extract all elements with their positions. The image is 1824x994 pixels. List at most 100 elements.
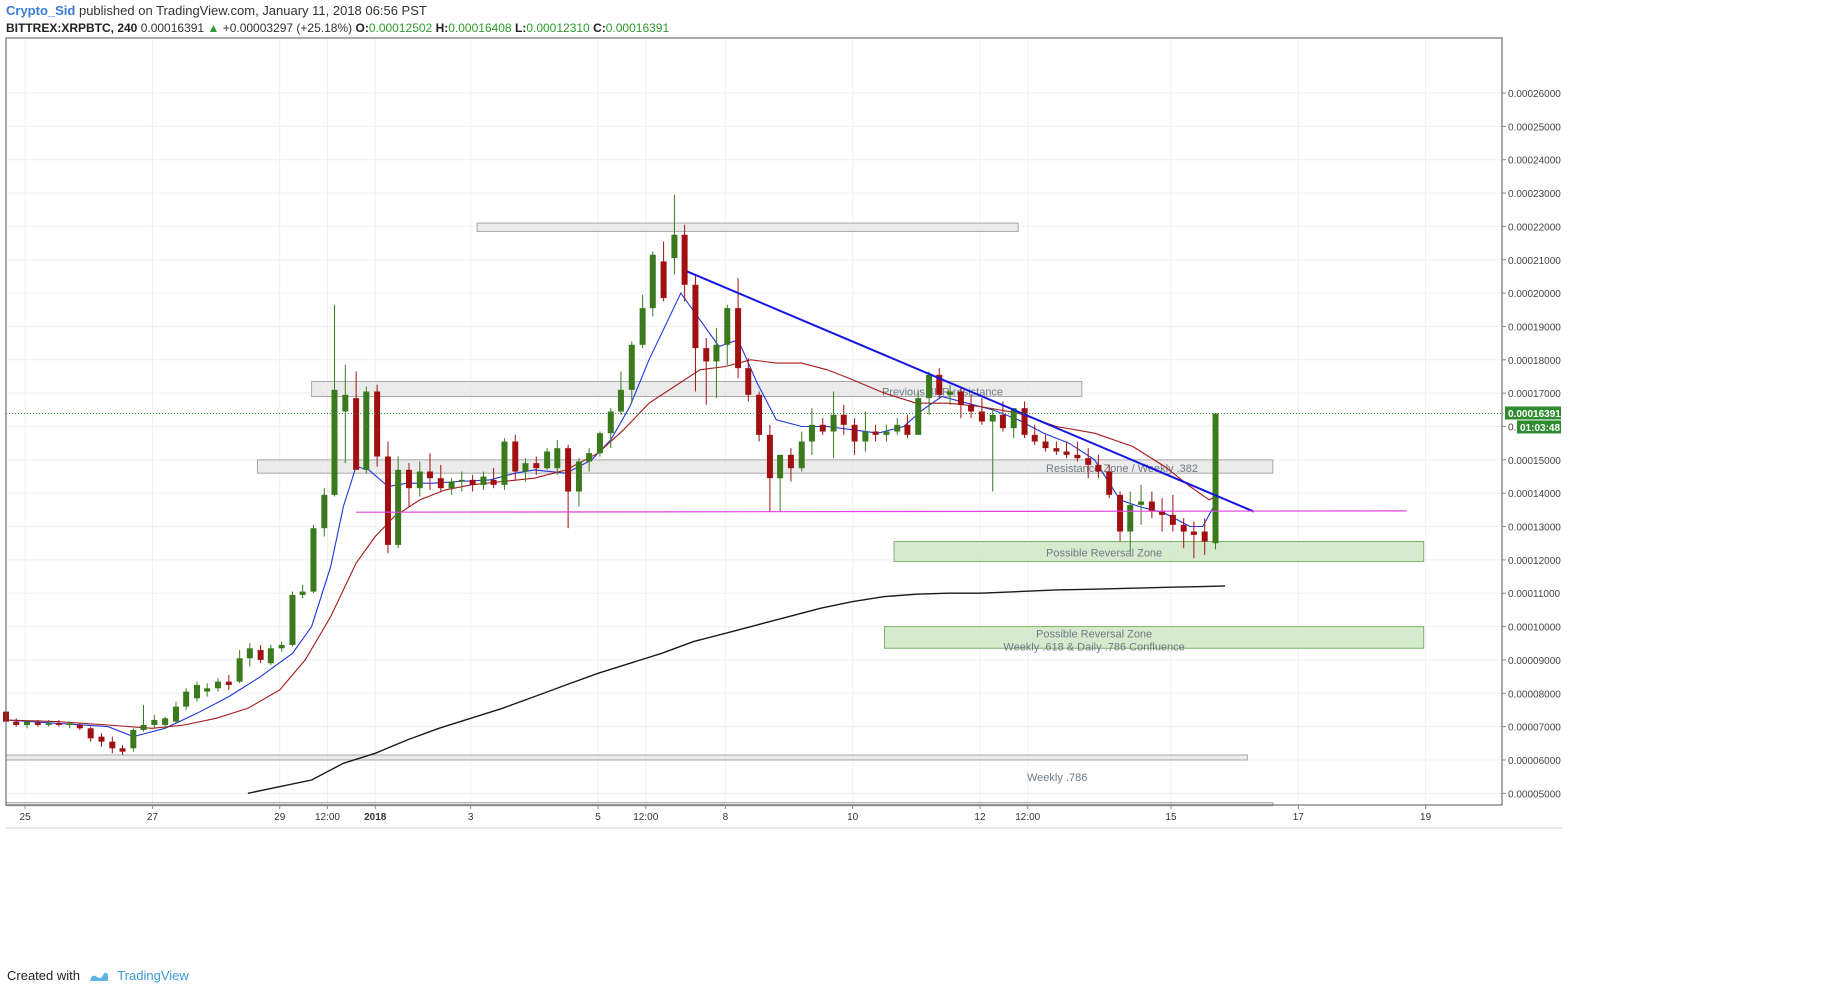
- candle: [395, 456, 402, 549]
- candle-body: [374, 391, 381, 457]
- price-tick-label: 0.00005000: [1508, 789, 1561, 800]
- candle-body: [1095, 464, 1102, 472]
- price-change: +0.00003297 (+25.18%): [222, 21, 353, 35]
- countdown-value: 01:03:48: [1520, 423, 1560, 434]
- candle: [183, 688, 190, 710]
- candle: [172, 701, 179, 724]
- candle-body: [395, 469, 402, 545]
- candle-body: [76, 724, 83, 729]
- price-tick-label: 0.00019000: [1508, 322, 1561, 333]
- candle: [66, 721, 73, 729]
- drawing-tools: [6, 270, 1502, 513]
- candle: [469, 474, 476, 492]
- candle-body: [512, 441, 519, 472]
- candle-body: [321, 494, 328, 529]
- resistance-zone: [476, 222, 1019, 232]
- candle-body: [639, 308, 646, 345]
- candle: [1021, 401, 1028, 439]
- time-axis[interactable]: 25 27 29 12:00 2018 3 5 12:00 8 10 12 12:00 15 17 19: [20, 805, 1432, 823]
- price-tick-label: 0.00009000: [1508, 656, 1561, 667]
- candle-body: [24, 721, 31, 725]
- price-tick-label: 0.00022000: [1508, 222, 1561, 233]
- candle-body: [66, 723, 73, 725]
- candle: [448, 478, 455, 495]
- candle-body: [862, 431, 869, 442]
- candle-body: [299, 591, 306, 595]
- candle-body: [798, 441, 805, 469]
- high-value: 0.00016408: [448, 21, 512, 35]
- candle: [130, 728, 137, 752]
- candle: [883, 424, 890, 442]
- candle: [724, 304, 731, 365]
- candle-body: [458, 479, 465, 482]
- candle: [363, 386, 370, 474]
- candle-body: [894, 424, 901, 432]
- candle: [819, 418, 826, 435]
- candle-body: [957, 391, 964, 405]
- candle-body: [745, 368, 752, 395]
- candle-body: [353, 398, 360, 470]
- candle: [1063, 441, 1070, 459]
- price-tick-label: 0.00020000: [1508, 289, 1561, 300]
- candle: [649, 251, 656, 317]
- candle: [544, 448, 551, 470]
- candle-body: [713, 344, 720, 362]
- candle-body: [756, 394, 763, 435]
- price-tick-label: 0.00015000: [1508, 456, 1561, 467]
- candle: [692, 274, 699, 392]
- candle: [45, 719, 52, 727]
- candle-body: [246, 648, 253, 659]
- candle: [374, 384, 381, 467]
- candle-body: [437, 478, 444, 489]
- time-tick-label: 2018: [364, 812, 387, 823]
- candle-body: [522, 463, 529, 472]
- low-label: L:: [515, 21, 527, 35]
- price-tag-box: [1505, 406, 1561, 420]
- candle-body: [766, 434, 773, 479]
- candle-body: [660, 261, 667, 299]
- candle-body: [1074, 454, 1081, 459]
- price-tick-label: 0.00006000: [1508, 756, 1561, 767]
- candle-body: [904, 424, 911, 435]
- candle-body: [183, 691, 190, 707]
- candle: [214, 678, 221, 692]
- candle-body: [544, 451, 551, 469]
- symbol-name[interactable]: BITTREX:XRPBTC, 240: [6, 21, 138, 35]
- candle-body: [596, 433, 603, 454]
- candle: [1159, 498, 1166, 532]
- candle: [978, 398, 985, 425]
- candle: [830, 391, 837, 459]
- candle: [777, 454, 784, 512]
- time-tick-label: 15: [1165, 812, 1177, 823]
- candle: [1148, 491, 1155, 519]
- price-tick-label: 0.00018000: [1508, 356, 1561, 367]
- candle: [639, 294, 646, 349]
- candle-body: [883, 431, 890, 435]
- candle: [703, 338, 710, 405]
- candle: [904, 414, 911, 439]
- candle-body: [416, 471, 423, 489]
- candle-body: [565, 448, 572, 492]
- candle-body: [1138, 501, 1145, 505]
- candle-body: [872, 431, 879, 435]
- candle-body: [342, 394, 349, 412]
- time-tick-label: 8: [723, 812, 729, 823]
- symbol-legend: BITTREX:XRPBTC, 240 0.00016391 ▲ +0.0000…: [6, 20, 669, 36]
- tradingview-link[interactable]: TradingView: [117, 968, 189, 983]
- candle: [756, 391, 763, 442]
- ema_fast-line: [5, 292, 1216, 738]
- candle-body: [978, 411, 985, 422]
- candle: [1053, 441, 1060, 455]
- candle: [384, 441, 391, 554]
- candle: [808, 408, 815, 455]
- price-axis[interactable]: 0.00026000 0.00025000 0.00024000 0.00023000…: [1502, 89, 1561, 800]
- candle: [798, 431, 805, 472]
- candle-body: [363, 391, 370, 470]
- candle: [405, 463, 412, 507]
- candle: [257, 644, 264, 664]
- candle: [1010, 408, 1017, 439]
- price-tick-label: 0.00008000: [1508, 689, 1561, 700]
- candle: [236, 649, 243, 684]
- author-link[interactable]: Crypto_Sid: [6, 3, 76, 18]
